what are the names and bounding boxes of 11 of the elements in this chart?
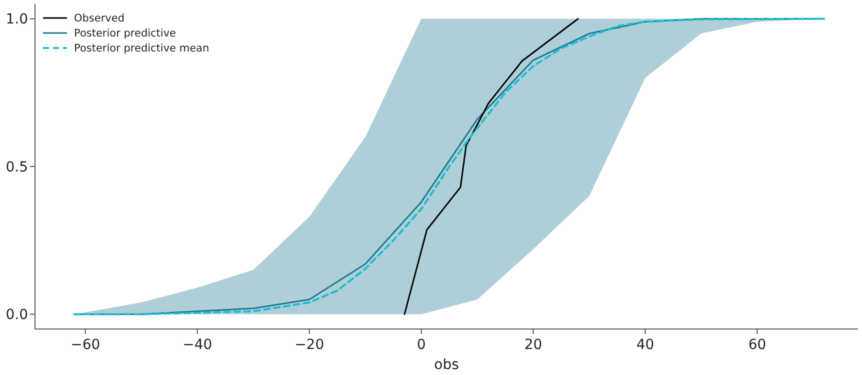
x-tick-label: 40 — [636, 337, 654, 353]
y-tick-label: 1.0 — [6, 12, 28, 28]
y-tick-label: 0.0 — [6, 307, 28, 324]
x-tick-label: −20 — [294, 337, 324, 353]
x-tick-label: 60 — [748, 337, 766, 353]
y-tick-label: 0.5 — [6, 159, 28, 176]
x-tick-label: −60 — [70, 337, 100, 353]
x-tick-label: 20 — [524, 337, 542, 353]
x-tick-label: −40 — [182, 337, 212, 353]
x-tick-label: 0 — [416, 337, 426, 353]
x-axis-title: obs — [434, 357, 459, 373]
